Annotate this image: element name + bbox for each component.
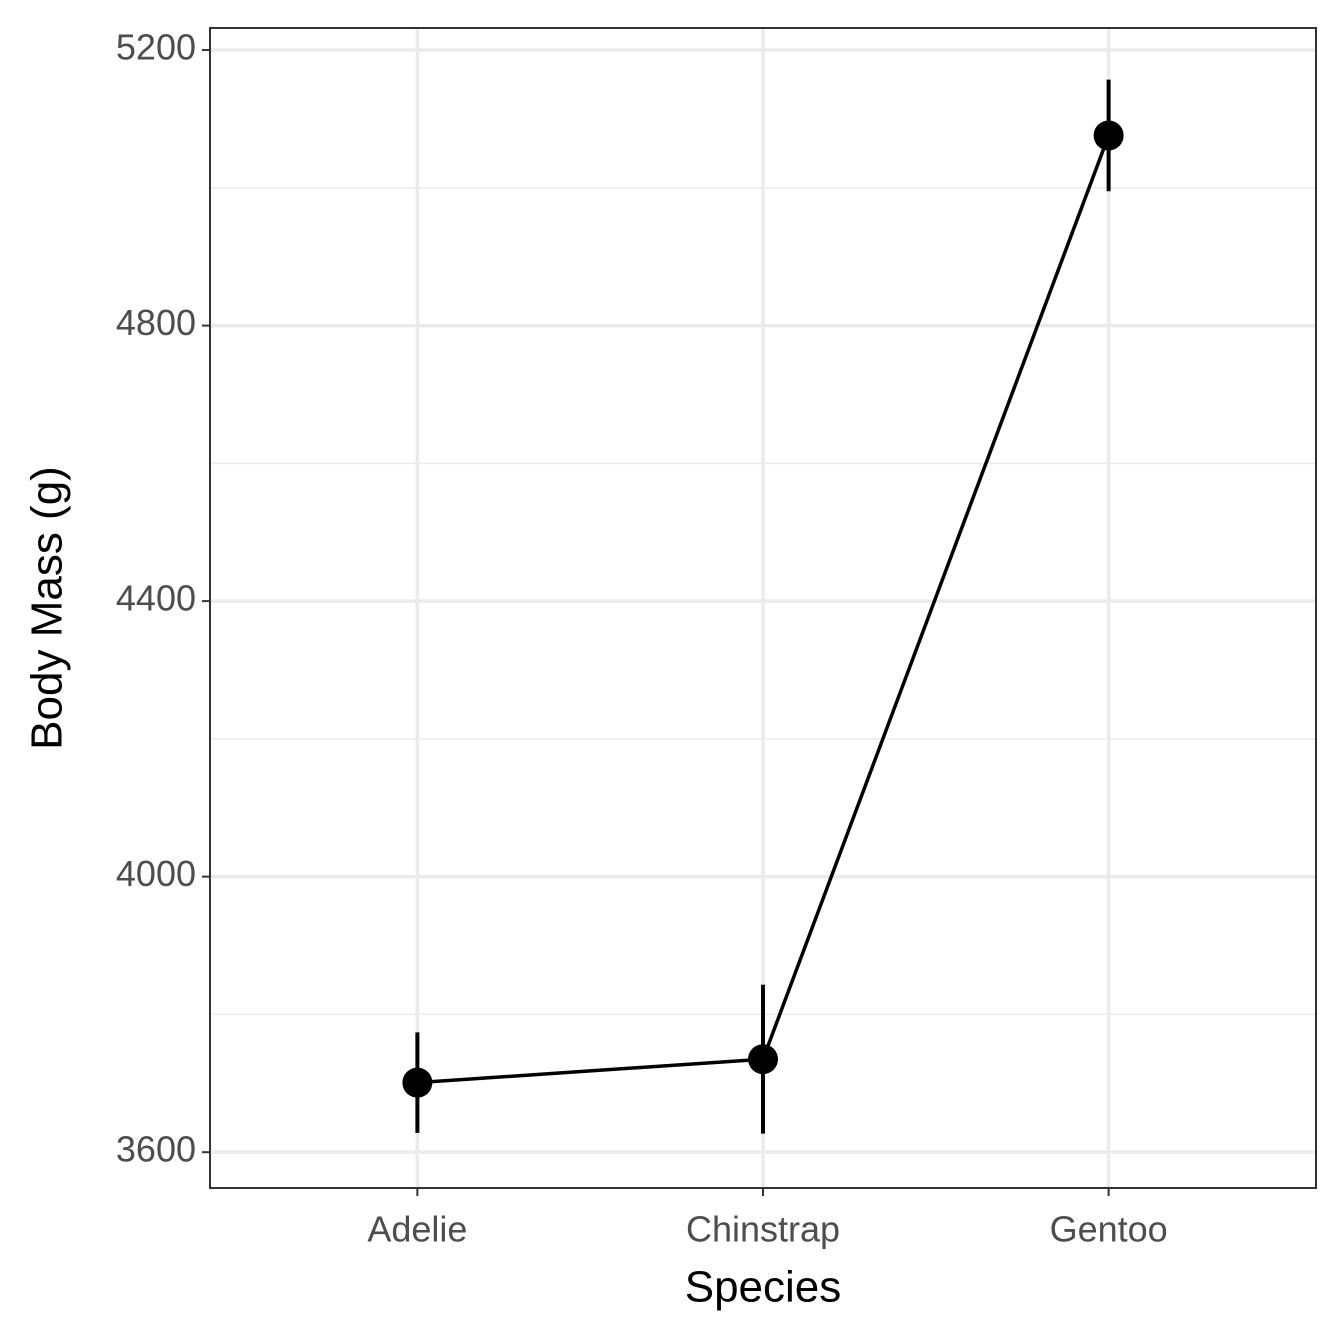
y-tick-label: 5200 xyxy=(116,27,196,68)
y-tick-label: 4000 xyxy=(116,853,196,894)
y-tick-label: 3600 xyxy=(116,1129,196,1170)
x-tick-label: Gentoo xyxy=(1050,1209,1168,1250)
point xyxy=(748,1044,778,1075)
panel-border xyxy=(209,27,1317,1189)
x-tick-label: Adelie xyxy=(367,1209,467,1250)
x-tick-label: Chinstrap xyxy=(686,1209,840,1250)
y-tick-label: 4400 xyxy=(116,578,196,619)
y-tick-label: 4800 xyxy=(116,302,196,343)
y-axis-title: Body Mass (g) xyxy=(23,466,72,750)
point xyxy=(402,1067,433,1098)
x-axis-title: Species xyxy=(685,1263,842,1312)
point xyxy=(1093,120,1124,151)
